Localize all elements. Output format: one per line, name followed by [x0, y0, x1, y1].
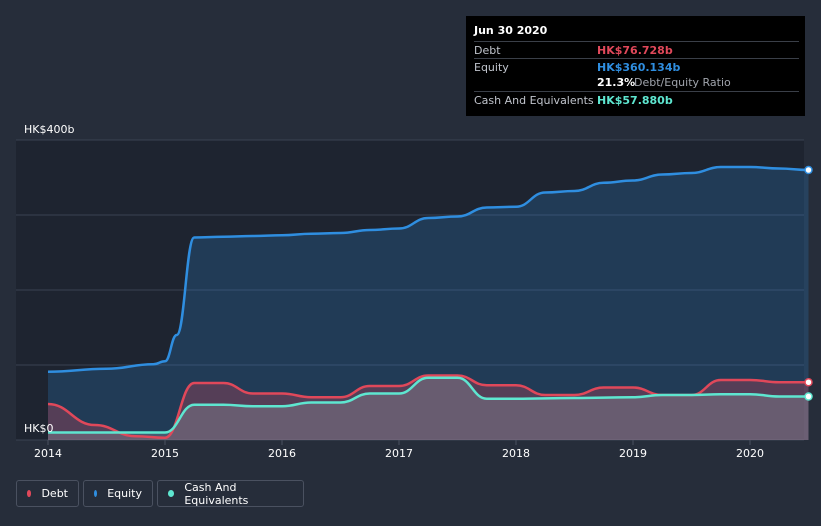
chart-tooltip: Jun 30 2020 Debt HK$76.728b Equity HK$36…	[466, 16, 805, 116]
tooltip-cash-label: Cash And Equivalents	[474, 94, 594, 107]
y-axis-bottom-label: HK$0	[24, 422, 53, 435]
cash-line	[47, 376, 809, 434]
x-tick-label: 2017	[385, 447, 413, 460]
legend-item-cash[interactable]: Cash And Equivalents	[157, 480, 304, 507]
tooltip-equity-value: HK$360.134b	[597, 61, 681, 74]
series-areas	[48, 167, 809, 440]
legend-item-equity[interactable]: Equity	[83, 480, 153, 507]
tooltip-debt-label: Debt	[474, 44, 501, 57]
debt-area	[48, 375, 809, 440]
series-lines	[47, 165, 809, 440]
x-tick-label: 2014	[34, 447, 62, 460]
cash-area	[48, 377, 809, 440]
legend-equity-label: Equity	[107, 487, 142, 500]
tooltip-row-cash: Cash And Equivalents HK$57.880b	[474, 91, 799, 109]
debt-endpoint	[804, 378, 813, 387]
cash-endpoint	[804, 392, 813, 401]
x-tick-label: 2020	[736, 447, 764, 460]
equity-endpoint	[804, 165, 813, 175]
tooltip-date: Jun 30 2020	[474, 24, 548, 37]
tooltip-ratio-text: Debt/Equity Ratio	[634, 76, 731, 89]
debt-legend-dot-icon	[27, 490, 32, 497]
equity-area	[48, 167, 809, 440]
x-tick-label: 2019	[619, 447, 647, 460]
tooltip-ratio-value: 21.3%	[597, 76, 636, 89]
x-tick-label: 2016	[268, 447, 296, 460]
tooltip-debt-value: HK$76.728b	[597, 44, 673, 57]
tooltip-row-ratio: 21.3% Debt/Equity Ratio	[474, 74, 799, 91]
equity-legend-dot-icon	[94, 490, 98, 497]
legend-debt-label: Debt	[41, 487, 68, 500]
tooltip-row-equity: Equity HK$360.134b	[474, 58, 799, 76]
tooltip-row-debt: Debt HK$76.728b	[474, 41, 799, 59]
series-endpoints	[804, 165, 813, 401]
equity-line	[47, 165, 809, 373]
legend-cash-label: Cash And Equivalents	[184, 480, 249, 507]
cash-legend-dot-icon	[168, 490, 175, 497]
x-axis-ticks: 2014 2015 2016 2017 2018 2019 2020	[34, 440, 764, 460]
x-tick-label: 2018	[502, 447, 530, 460]
y-axis-top-label: HK$400b	[24, 123, 74, 136]
tooltip-equity-label: Equity	[474, 61, 509, 74]
tooltip-cash-value: HK$57.880b	[597, 94, 673, 107]
legend-item-debt[interactable]: Debt	[16, 480, 79, 507]
x-tick-label: 2015	[151, 447, 179, 460]
